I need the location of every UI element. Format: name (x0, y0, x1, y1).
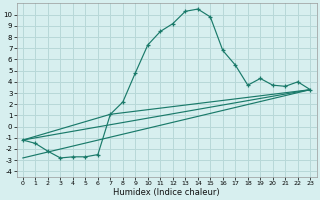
X-axis label: Humidex (Indice chaleur): Humidex (Indice chaleur) (113, 188, 220, 197)
